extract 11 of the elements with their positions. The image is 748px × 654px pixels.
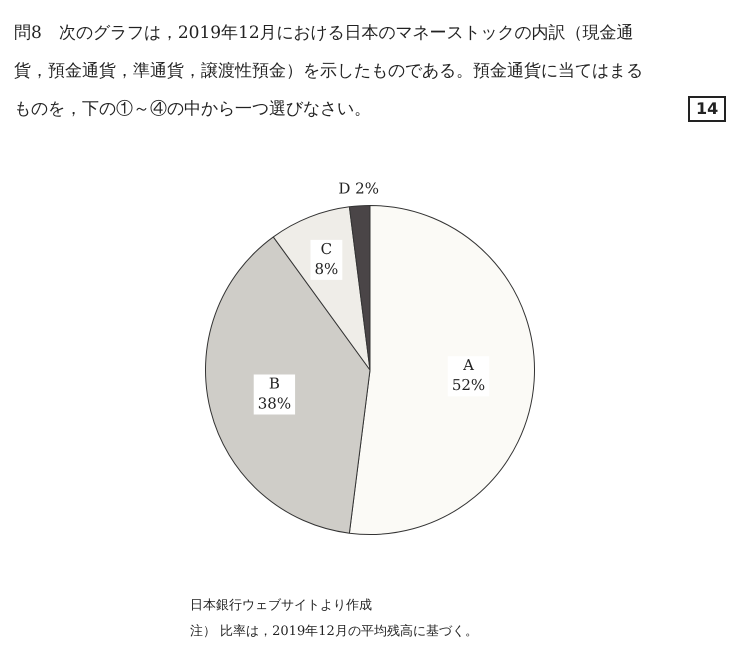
slice-label: B	[268, 374, 280, 392]
data-label: 8%	[314, 260, 338, 278]
text: 注） 比率は，2019年12月の平均残高に基づく。	[190, 623, 478, 640]
slice-label: D 2%	[338, 180, 379, 198]
text: 日本銀行ウェブサイトより作成	[190, 597, 372, 614]
slice-label: C	[320, 240, 332, 258]
chart-title: 問8 次のグラフは，2019年12月における日本のマネーストックの内訳（現金通貨，預金通貨，準通貨，譲渡性預金）を示したものである。預金通貨に当てはまるものを，下の①～④の中から一つ選びなさい。	[14, 22, 644, 121]
slice-label: A	[462, 356, 474, 374]
data-label: 38%	[258, 394, 292, 412]
text: 14	[688, 96, 726, 122]
data-label: 52%	[452, 376, 486, 394]
